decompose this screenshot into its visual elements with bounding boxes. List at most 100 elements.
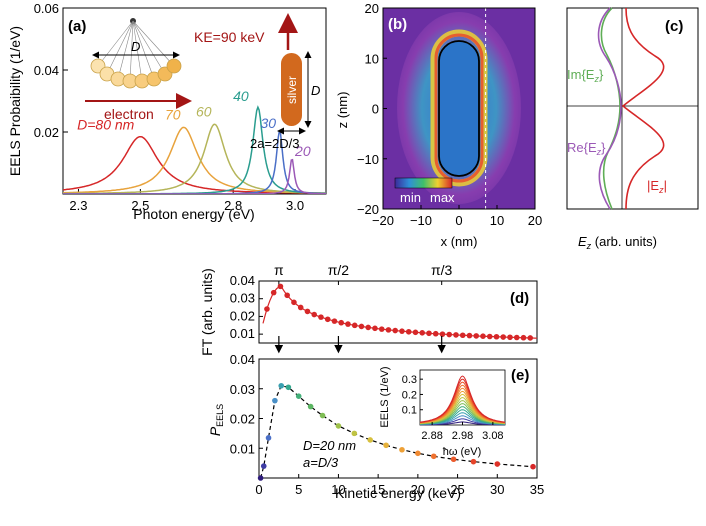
rod-d-label: D <box>311 83 320 98</box>
e-point <box>430 453 437 460</box>
e-point <box>335 423 342 429</box>
curve-im-ez <box>600 7 621 210</box>
a-ytick-label: 0.06 <box>34 1 59 16</box>
colorbar-max: max <box>430 190 455 205</box>
e-point <box>295 393 302 399</box>
d-point <box>318 314 324 320</box>
e-xtick-label: 0 <box>255 482 262 497</box>
e-point <box>351 430 358 437</box>
legend-abs-ez: |Ez| <box>647 178 667 195</box>
inset-ylabel: EELS (1/eV) <box>379 366 391 427</box>
legend-re-ez: Re{Ez} <box>567 140 606 157</box>
inset-xtick-label: 3.08 <box>482 430 503 442</box>
a-curve-label: 60 <box>196 104 212 120</box>
panel-e-fit-curve <box>260 385 534 479</box>
b-ytick-label: 0 <box>372 102 379 117</box>
d-ytick-label: 0.01 <box>230 326 255 341</box>
a-curve-label: 40 <box>233 88 249 104</box>
heatmap-hot-rim <box>430 29 488 187</box>
rod-width-label: 2a=2D/3 <box>250 136 300 151</box>
legend-a: a=D/3 <box>303 455 339 470</box>
d-point <box>264 306 270 312</box>
b-xtick-label: −10 <box>410 213 432 228</box>
d-point <box>378 326 385 332</box>
e-ytick-label: 0.04 <box>230 352 255 367</box>
panel-d-points <box>262 283 538 341</box>
d-point <box>453 332 459 338</box>
a-curve-60 <box>63 123 326 194</box>
a-curve-label: 20 <box>294 143 311 159</box>
b-ytick-label: −10 <box>357 152 379 167</box>
legend-im-ez: Im{Ez} <box>567 67 604 84</box>
d-point <box>372 325 378 332</box>
d-point <box>405 328 412 335</box>
d-point <box>351 322 358 329</box>
d-point <box>284 292 290 299</box>
heatmap-max-rim <box>434 33 484 183</box>
silver-label: silver <box>285 76 299 104</box>
panel-a: (a) 0.02 0.04 0.06 2.3 2.5 2.8 3.0 D=80 nm 70 6… <box>7 1 327 222</box>
e-xtick-label: 5 <box>295 482 302 497</box>
e-point <box>278 382 285 389</box>
d-point <box>365 324 372 331</box>
panel-c-frame <box>566 7 699 210</box>
d-point <box>412 329 419 336</box>
a-ytick-label: 0.04 <box>34 63 59 78</box>
d-point <box>345 321 351 327</box>
d-point <box>439 331 446 337</box>
a-curve-label: 30 <box>260 115 276 131</box>
panel-e: (e) 0.01 0.02 0.03 0.04 0 5 10 15 20 25 30 35 D=20… <box>207 352 544 501</box>
d-point <box>493 333 500 340</box>
b-xtick-label: 20 <box>528 213 542 228</box>
inset-yticks: 0.1 0.2 0.3 <box>402 374 423 417</box>
d-top-tick-label: π/2 <box>328 262 350 278</box>
e-xtick-label: 10 <box>331 482 345 497</box>
d-point <box>291 299 297 306</box>
b-ytick-label: 10 <box>365 51 379 66</box>
d-point <box>324 316 331 323</box>
panel-b-heatmap: min max <box>383 8 535 209</box>
d-point <box>486 333 493 340</box>
a-xtick-label: 2.3 <box>69 198 87 213</box>
inset-ytick-label: 0.1 <box>402 405 417 417</box>
pendulum-balls <box>90 58 182 89</box>
colorbar-min: min <box>400 190 421 205</box>
panel-a-curves <box>63 105 326 194</box>
d-point <box>338 319 345 326</box>
panel-e-inset: 2.88 2.98 3.08 0.1 0.2 0.3 ħω (eV) EELS (1/e… <box>379 366 506 458</box>
d-point <box>331 318 338 324</box>
panel-a-ylabel: EELS Probaibility (1/eV) <box>7 26 23 176</box>
a-xtick-label: 3.0 <box>286 198 304 213</box>
panel-b-yticks: −20 −10 0 10 20 <box>357 1 387 217</box>
pendulum-d-label: D <box>131 39 140 54</box>
panel-a-label: (a) <box>68 18 86 35</box>
e-point <box>367 437 374 443</box>
a-ytick-label: 0.02 <box>34 125 59 140</box>
panel-d-frame <box>258 280 538 344</box>
panel-e-xticks: 0 5 10 15 20 25 30 35 <box>255 474 544 497</box>
e-point <box>285 384 292 391</box>
inset-xtick-label: 2.88 <box>421 430 442 442</box>
d-point <box>459 332 466 339</box>
d-point <box>358 323 365 330</box>
silver-rod <box>281 53 302 126</box>
d-point <box>432 330 439 337</box>
panel-a-yticks: 0.02 0.04 0.06 <box>34 1 68 140</box>
panel-b: min max (b) −20 −10 0 10 20 −20 −10 0 10 20 x (n… <box>335 1 542 249</box>
e-point <box>470 458 477 465</box>
inset-ytick-label: 0.3 <box>402 374 417 386</box>
ke-label: KE=90 keV <box>194 29 265 45</box>
d-point <box>419 330 426 336</box>
rod-outline <box>438 40 480 177</box>
d-ytick-label: 0.04 <box>230 273 255 288</box>
pendulum-illustration: D <box>90 18 182 89</box>
inset-curves <box>419 375 506 426</box>
d-point <box>311 311 318 318</box>
e-ytick-label: 0.01 <box>230 441 255 456</box>
pendulum-strings <box>97 20 175 82</box>
b-xtick-label: 0 <box>455 213 462 228</box>
e-point <box>307 403 314 410</box>
panel-b-xlabel: x (nm) <box>441 234 478 249</box>
b-ytick-label: −20 <box>357 202 379 217</box>
